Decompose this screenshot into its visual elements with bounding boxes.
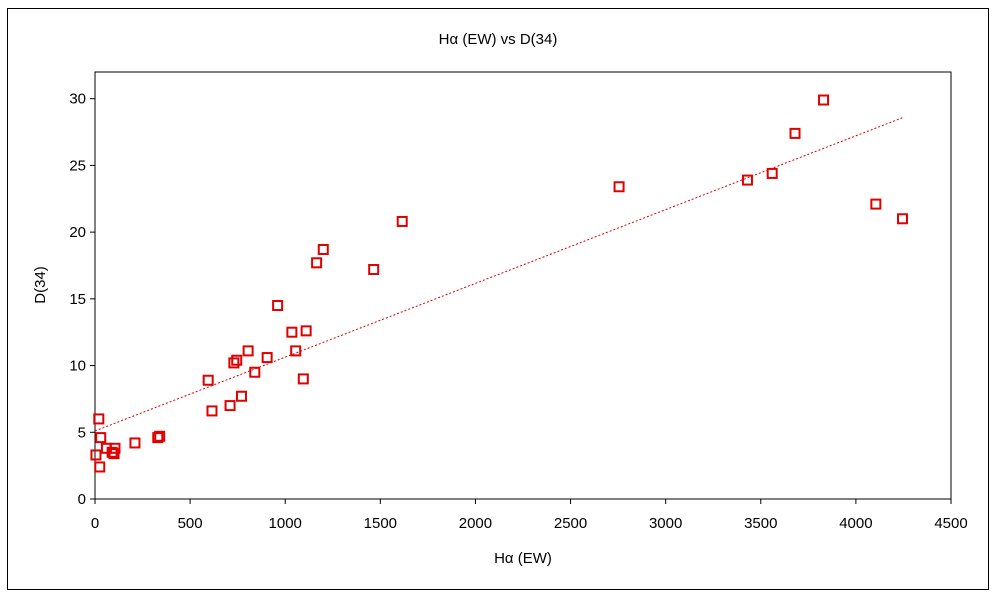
data-point: [242, 345, 254, 357]
x-tick-label: 500: [178, 515, 203, 532]
data-point: [109, 442, 121, 454]
y-tick-label: 15: [69, 291, 86, 308]
data-point: [272, 300, 284, 312]
y-axis-title: D(34): [32, 266, 49, 304]
data-point: [224, 400, 236, 412]
x-tick-label: 3000: [649, 515, 682, 532]
x-axis-ticks: 0 500 1000 1500 2000 2500 3000 3500 4000 4500: [91, 499, 968, 532]
data-point: [300, 325, 312, 337]
data-point: [93, 413, 105, 425]
x-tick-label: 2000: [459, 515, 492, 532]
y-tick-label: 0: [78, 491, 86, 508]
data-point: [154, 430, 166, 442]
y-tick-label: 30: [69, 91, 86, 108]
x-axis-title: Hα (EW): [494, 550, 552, 567]
data-point: [317, 243, 329, 255]
data-point: [261, 352, 273, 364]
data-point: [206, 405, 218, 417]
data-point: [228, 357, 240, 369]
x-tick-label: 1500: [364, 515, 397, 532]
chart-title: Hα (EW) vs D(34): [439, 31, 558, 48]
x-tick-label: 2500: [554, 515, 587, 532]
data-point: [297, 373, 309, 385]
data-point: [741, 174, 753, 186]
data-point: [152, 432, 164, 444]
data-point: [249, 366, 261, 378]
data-point: [202, 374, 214, 386]
plot-area: [94, 71, 952, 500]
data-point: [235, 390, 247, 402]
data-point: [368, 263, 380, 275]
data-point: [290, 345, 302, 357]
data-point: [766, 167, 778, 179]
x-tick-label: 4000: [839, 515, 872, 532]
data-point: [129, 437, 141, 449]
x-tick-label: 0: [91, 515, 99, 532]
data-points: [90, 94, 908, 473]
y-axis-ticks: 0 5 10 15 20 25 30: [69, 91, 95, 508]
data-point: [90, 449, 102, 461]
data-point: [94, 461, 106, 473]
y-tick-label: 10: [69, 358, 86, 375]
trendline: [94, 116, 904, 432]
data-point: [231, 354, 243, 366]
data-point: [396, 215, 408, 227]
data-point: [789, 127, 801, 139]
x-tick-label: 4500: [934, 515, 967, 532]
y-tick-label: 25: [69, 157, 86, 174]
x-tick-label: 1000: [269, 515, 302, 532]
data-point: [870, 198, 882, 210]
data-point: [311, 257, 323, 269]
data-point: [613, 181, 625, 193]
data-point: [896, 213, 908, 225]
y-tick-label: 5: [78, 424, 86, 441]
y-tick-label: 20: [69, 224, 86, 241]
data-point: [286, 326, 298, 338]
x-tick-label: 3500: [744, 515, 777, 532]
data-point: [818, 94, 830, 106]
data-point: [95, 432, 107, 444]
